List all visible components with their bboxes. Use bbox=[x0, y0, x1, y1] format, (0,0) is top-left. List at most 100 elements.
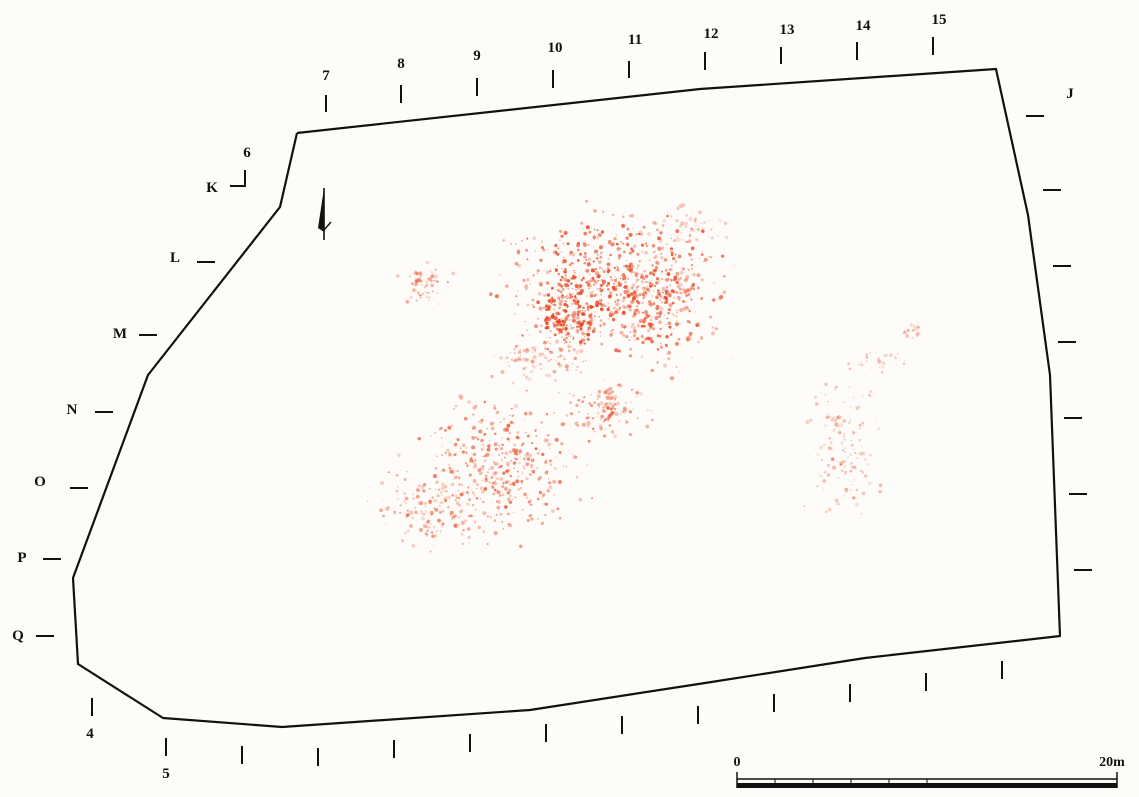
artifact-find-dot bbox=[466, 400, 472, 405]
artifact-find-dot bbox=[434, 466, 438, 470]
artifact-find-dot bbox=[599, 302, 603, 306]
artifact-find-dot bbox=[490, 426, 495, 431]
artifact-find-dot bbox=[645, 280, 648, 284]
artifact-find-dot bbox=[593, 401, 597, 405]
artifact-find-dot bbox=[556, 264, 559, 267]
artifact-find-dot bbox=[855, 457, 859, 460]
artifact-find-dot bbox=[450, 515, 454, 519]
artifact-find-dot bbox=[563, 338, 567, 342]
artifact-find-dot bbox=[531, 298, 535, 302]
artifact-find-dot bbox=[531, 346, 535, 350]
artifact-find-dot bbox=[475, 497, 479, 500]
artifact-find-dot bbox=[664, 290, 666, 293]
artifact-find-dot bbox=[422, 524, 427, 528]
artifact-find-dot bbox=[501, 443, 504, 447]
artifact-find-dot bbox=[562, 256, 565, 258]
artifact-find-dot bbox=[692, 273, 696, 277]
artifact-find-dot bbox=[503, 486, 508, 491]
artifact-find-dot bbox=[494, 471, 498, 475]
artifact-find-dot bbox=[616, 269, 619, 271]
artifact-find-dot bbox=[512, 461, 517, 465]
artifact-find-dot bbox=[656, 308, 659, 311]
artifact-find-dot bbox=[631, 296, 636, 301]
artifact-find-dot bbox=[694, 217, 697, 220]
artifact-find-dot bbox=[629, 347, 633, 351]
artifact-find-dot bbox=[483, 487, 487, 491]
artifact-find-dot bbox=[564, 364, 569, 369]
artifact-find-dot bbox=[487, 471, 489, 474]
artifact-find-dot bbox=[538, 490, 543, 495]
artifact-find-dot bbox=[455, 501, 460, 505]
artifact-find-dot bbox=[605, 428, 607, 430]
artifact-find-dot bbox=[458, 503, 461, 507]
artifact-find-dot bbox=[560, 251, 563, 254]
artifact-find-dot bbox=[709, 315, 712, 319]
artifact-find-dot bbox=[592, 279, 596, 283]
artifact-find-dot bbox=[648, 271, 653, 276]
artifact-find-dot bbox=[430, 515, 432, 517]
artifact-find-dot bbox=[658, 320, 662, 325]
artifact-find-dot bbox=[573, 295, 577, 298]
artifact-find-dot bbox=[586, 321, 590, 325]
artifact-find-dot bbox=[666, 272, 671, 276]
artifact-find-dot bbox=[616, 266, 619, 269]
artifact-find-dot bbox=[710, 228, 713, 231]
artifact-find-dot bbox=[491, 484, 493, 487]
artifact-find-dot bbox=[674, 322, 679, 327]
artifact-find-dot bbox=[636, 305, 639, 308]
artifact-find-dot bbox=[493, 488, 497, 491]
artifact-find-dot bbox=[695, 311, 697, 313]
artifact-find-dot bbox=[577, 286, 580, 290]
artifact-find-dot bbox=[438, 511, 442, 514]
artifact-find-dot bbox=[597, 260, 602, 265]
artifact-find-dot bbox=[570, 277, 574, 280]
artifact-find-dot bbox=[560, 291, 563, 293]
artifact-find-dot bbox=[576, 317, 579, 320]
artifact-find-dot bbox=[584, 252, 587, 255]
artifact-find-dot bbox=[646, 285, 649, 288]
artifact-find-dot bbox=[669, 247, 674, 251]
artifact-find-dot bbox=[457, 526, 459, 528]
artifact-find-dot bbox=[587, 308, 589, 310]
artifact-find-dot bbox=[560, 304, 562, 306]
artifact-find-dot bbox=[607, 401, 612, 406]
artifact-find-dot bbox=[611, 410, 616, 415]
artifact-find-dot bbox=[501, 452, 504, 455]
artifact-find-dot bbox=[414, 278, 419, 282]
artifact-find-dot bbox=[690, 257, 694, 262]
artifact-find-dot bbox=[521, 473, 523, 475]
artifact-find-dot bbox=[419, 294, 422, 297]
artifact-find-dot bbox=[686, 288, 690, 293]
artifact-find-dot bbox=[571, 262, 574, 265]
artifact-find-dot bbox=[468, 473, 472, 477]
artifact-find-dot bbox=[476, 438, 480, 441]
artifact-find-dot bbox=[517, 475, 520, 478]
artifact-find-dot bbox=[823, 443, 826, 446]
artifact-find-dot bbox=[670, 290, 673, 293]
artifact-find-dot bbox=[560, 284, 564, 288]
artifact-find-dot bbox=[677, 337, 681, 341]
artifact-find-dot bbox=[852, 465, 857, 470]
artifact-find-dot bbox=[564, 309, 567, 312]
artifact-find-dot bbox=[519, 455, 521, 457]
artifact-find-dot bbox=[477, 468, 482, 472]
artifact-find-dot bbox=[443, 485, 448, 489]
artifact-find-dot bbox=[696, 340, 700, 344]
artifact-find-dot bbox=[678, 322, 681, 325]
artifact-find-dot bbox=[675, 366, 678, 368]
artifact-find-dot bbox=[418, 271, 423, 276]
artifact-find-dot bbox=[645, 424, 650, 429]
artifact-find-dot bbox=[578, 326, 580, 328]
artifact-find-dot bbox=[833, 427, 836, 431]
artifact-find-dot bbox=[526, 518, 530, 523]
artifact-find-dot bbox=[525, 287, 528, 291]
artifact-find-dot bbox=[625, 402, 627, 404]
artifact-find-dot bbox=[499, 274, 501, 276]
artifact-find-dot bbox=[630, 247, 633, 251]
artifact-find-dot bbox=[576, 306, 580, 310]
artifact-find-dot bbox=[547, 359, 550, 363]
artifact-find-dot bbox=[643, 270, 646, 273]
artifact-find-dot bbox=[438, 504, 442, 508]
artifact-find-dot bbox=[459, 509, 463, 514]
artifact-find-dot bbox=[685, 336, 690, 340]
